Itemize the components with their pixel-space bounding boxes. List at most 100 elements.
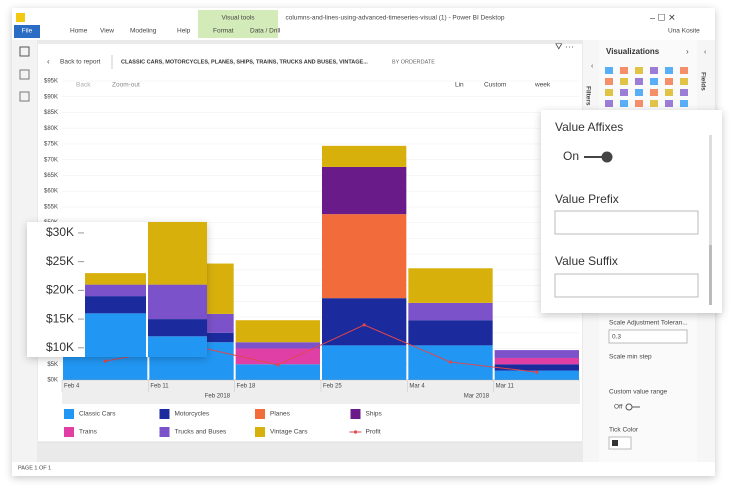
legend-label[interactable]: Ships <box>366 411 383 418</box>
viz-icon[interactable] <box>680 100 688 107</box>
viz-icon[interactable] <box>680 89 688 96</box>
legend-swatch[interactable] <box>64 409 74 419</box>
ribbon-tab[interactable]: Home <box>70 28 88 35</box>
ribbon-tab[interactable]: View <box>100 28 114 35</box>
data-view-icon[interactable] <box>19 69 30 80</box>
bar-segment <box>322 345 407 380</box>
toggle-knob[interactable] <box>601 151 613 163</box>
legend-swatch[interactable] <box>159 409 170 419</box>
ribbon-tab[interactable]: File <box>22 28 33 35</box>
viz-icon[interactable] <box>635 78 643 85</box>
legend-swatch[interactable] <box>159 427 170 437</box>
bar-segment <box>85 284 146 297</box>
y-tick-label: $60K <box>44 189 58 195</box>
legend-swatch[interactable] <box>64 427 74 437</box>
ribbon-tab[interactable]: Data / Drill <box>250 28 281 35</box>
input-value[interactable]: 0.3 <box>612 334 621 341</box>
viz-icon[interactable] <box>650 67 658 74</box>
range-custom[interactable]: Custom <box>484 82 506 89</box>
section-heading: Value Affixes <box>555 120 623 134</box>
y-tick-label: $75K <box>44 142 58 148</box>
viz-icon[interactable] <box>635 67 643 74</box>
legend-label[interactable]: Trucks and Buses <box>175 429 228 436</box>
fields-collapse[interactable]: ‹ <box>704 49 707 56</box>
legend-label[interactable]: Classic Cars <box>79 411 116 418</box>
pane-expand[interactable]: › <box>686 47 689 56</box>
scrollbar <box>709 135 712 305</box>
viz-icon[interactable] <box>605 100 613 107</box>
zoom-out-button[interactable]: Zoom-out <box>112 82 140 89</box>
suffix-input[interactable] <box>554 273 699 298</box>
legend-label[interactable]: Motorcycles <box>175 411 210 418</box>
tick-label-bg <box>28 255 78 268</box>
tick-label-bg <box>28 226 78 239</box>
y-tick-label: $25K <box>46 254 74 268</box>
legend-label[interactable]: Vintage Cars <box>270 429 308 436</box>
format-label: Scale min step <box>609 354 652 361</box>
input-box[interactable] <box>608 329 688 344</box>
format-label: Custom value range <box>609 389 668 396</box>
back-to-report[interactable]: Back to report <box>60 59 101 66</box>
viz-icon[interactable] <box>650 100 658 107</box>
viz-icon[interactable] <box>635 100 643 107</box>
bar-segment <box>322 166 407 215</box>
bar-segment <box>322 214 407 299</box>
model-view-icon[interactable] <box>19 91 30 102</box>
viz-icon[interactable] <box>620 100 628 107</box>
page-status: PAGE 1 OF 1 <box>18 465 51 471</box>
legend-label[interactable]: Planes <box>270 411 291 418</box>
viz-icon[interactable] <box>620 89 628 96</box>
bar-segment <box>494 370 579 380</box>
y-tick-label: $5K <box>47 362 58 368</box>
fields-label[interactable]: Fields <box>699 72 706 91</box>
ribbon-tab[interactable]: Help <box>177 28 191 35</box>
visual-subtitle: BY ORDERDATE <box>392 59 435 65</box>
viz-icon[interactable] <box>665 89 673 96</box>
tick-label-bg <box>28 284 78 297</box>
scale-lin[interactable]: Lin <box>455 82 464 89</box>
viz-icon[interactable] <box>650 89 658 96</box>
x-tick-label: Mar 11 <box>496 384 515 390</box>
line-point <box>362 323 366 327</box>
legend-point[interactable] <box>353 430 358 434</box>
viz-icon[interactable] <box>605 67 613 74</box>
ribbon-tab[interactable]: Modeling <box>130 28 157 35</box>
viz-icon[interactable] <box>635 89 643 96</box>
y-tick-label: $90K <box>44 94 58 100</box>
toggle-knob[interactable] <box>625 403 633 411</box>
viz-icon[interactable] <box>665 100 673 107</box>
line-point <box>535 370 539 374</box>
viz-icon[interactable] <box>605 78 613 85</box>
scrollbar-thumb[interactable] <box>709 245 712 305</box>
bar-segment <box>235 364 320 380</box>
viz-icon[interactable] <box>665 78 673 85</box>
y-tick-label: $65K <box>44 173 58 179</box>
legend-label[interactable]: Profit <box>366 429 381 436</box>
report-view-icon[interactable] <box>19 46 30 57</box>
legend-swatch[interactable] <box>255 427 265 437</box>
filters-label[interactable]: Filters <box>584 86 591 106</box>
y-tick-label: $85K <box>44 110 58 116</box>
color-swatch[interactable] <box>612 440 618 446</box>
viz-icon[interactable] <box>620 78 628 85</box>
toggle-label: On <box>563 149 579 163</box>
filters-collapse[interactable]: ‹ <box>591 63 594 70</box>
viz-icon[interactable] <box>680 78 688 85</box>
viz-icon[interactable] <box>665 67 673 74</box>
viz-icon[interactable] <box>620 67 628 74</box>
viz-icon[interactable] <box>605 89 613 96</box>
visual-menu[interactable]: ⛛ ⋯ <box>555 41 574 51</box>
interval-week[interactable]: week <box>534 82 551 89</box>
viz-icon[interactable] <box>650 78 658 85</box>
y-tick-label: $55K <box>44 204 58 210</box>
legend-label[interactable]: Trains <box>79 429 98 436</box>
legend-swatch[interactable] <box>350 409 361 419</box>
viz-icon[interactable] <box>680 67 688 74</box>
back-arrow[interactable]: ‹ <box>47 57 50 66</box>
ribbon-tab[interactable]: Format <box>213 28 234 35</box>
x-tick-label: Feb 4 <box>64 384 80 390</box>
back-button[interactable]: Back <box>76 82 91 89</box>
legend-swatch[interactable] <box>255 409 265 419</box>
prefix-input[interactable] <box>554 210 699 235</box>
